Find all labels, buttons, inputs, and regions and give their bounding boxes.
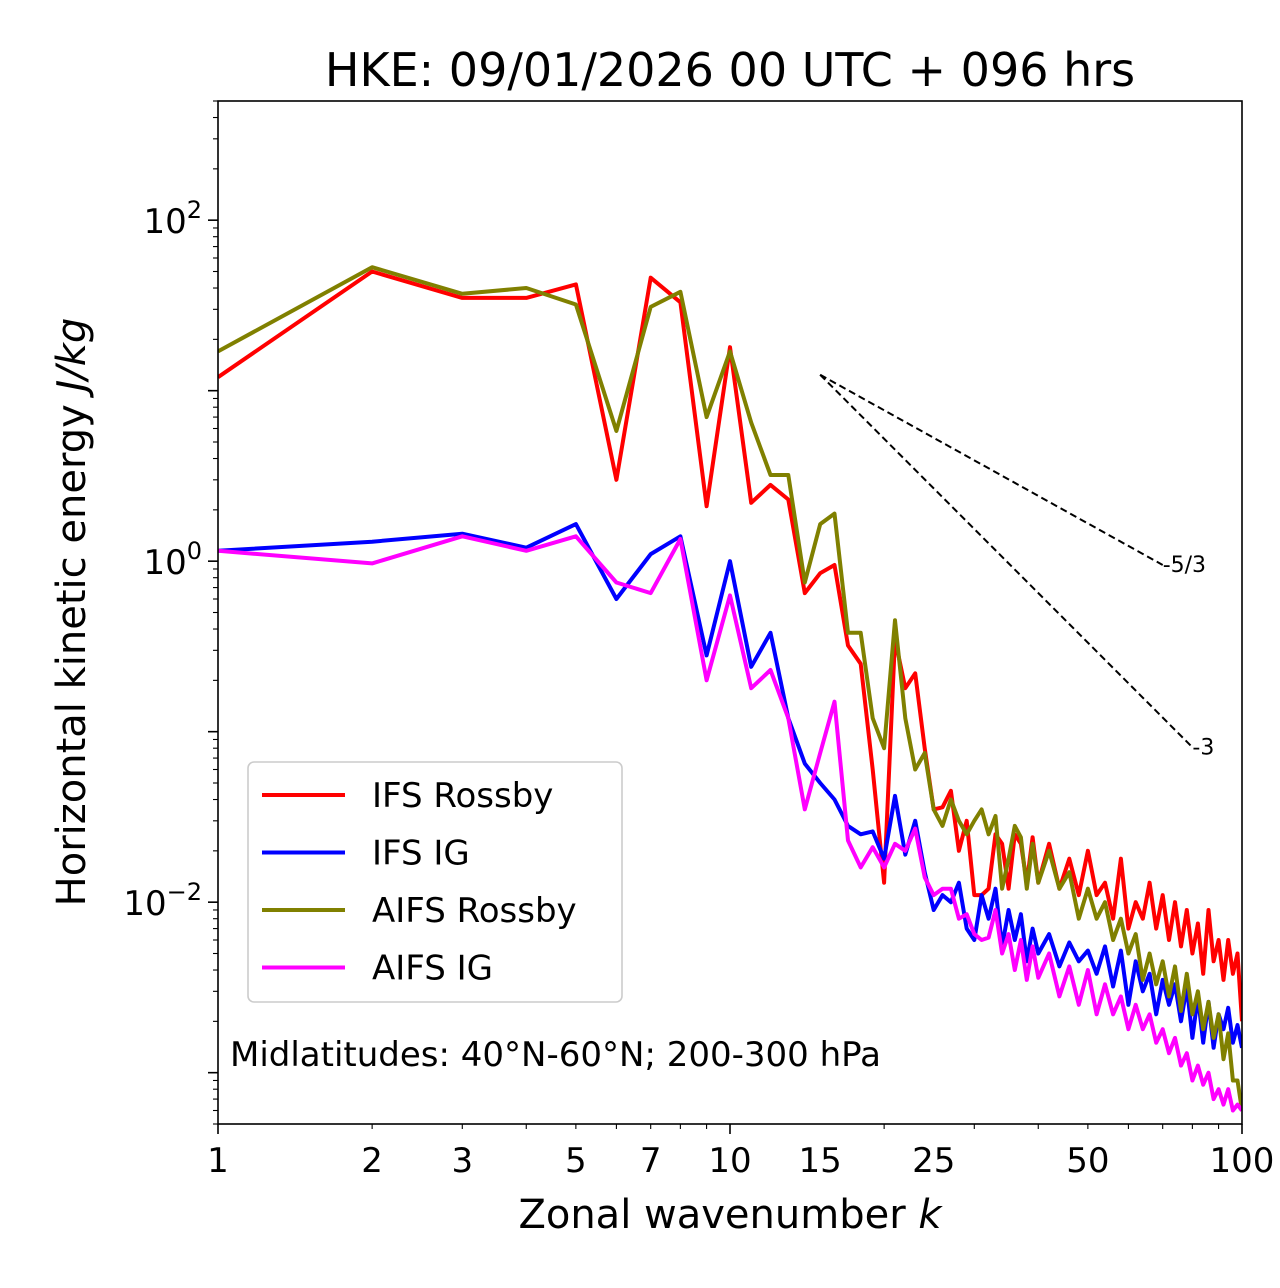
- reference-line: [819, 374, 1194, 748]
- x-tick-label: 2: [361, 1141, 383, 1181]
- series-line-ifs-rossby: [218, 269, 1242, 1022]
- x-tick-label: 10: [708, 1141, 751, 1181]
- y-tick-labels: 102 100 10−2: [123, 196, 202, 924]
- legend-label: AIFS IG: [372, 949, 493, 989]
- x-tick-label: 7: [640, 1141, 662, 1181]
- data-series: [218, 265, 1242, 1113]
- y-axis-label: Horizontal kinetic energy J/kg: [49, 318, 95, 907]
- legend-box: [247, 761, 623, 1003]
- x-axis-label-text: Zonal wavenumber: [518, 1192, 918, 1238]
- y-tick-label: 102: [143, 196, 202, 242]
- x-tick-label: 3: [451, 1141, 473, 1181]
- legend-label: IFS IG: [372, 834, 470, 874]
- plot-frame: [217, 100, 1243, 1125]
- region-annotation: Midlatitudes: 40°N-60°N; 200-300 hPa: [230, 1035, 881, 1075]
- reference-line: [819, 373, 1164, 566]
- y-axis-label-unit: J/kg: [49, 318, 95, 399]
- series-line-aifs-rossby: [218, 265, 1242, 1111]
- reference-slope-lines: -5/3 -3: [819, 373, 1214, 760]
- y-tick-label: 10−2: [123, 878, 202, 924]
- x-tick-label: 100: [1210, 1141, 1275, 1181]
- legend-label: IFS Rossby: [372, 776, 553, 816]
- reference-line-label: -5/3: [1163, 553, 1206, 578]
- x-tick-label: 25: [912, 1141, 955, 1181]
- legend: IFS Rossby IFS IG AIFS Rossby AIFS IG: [247, 761, 623, 1003]
- x-tick-labels: 1 2 3 5 7 10 15 25 50 100: [207, 1141, 1274, 1181]
- reference-line-label: -3: [1192, 735, 1214, 760]
- x-tick-label: 15: [799, 1141, 842, 1181]
- x-tick-label: 50: [1066, 1141, 1109, 1181]
- chart-title: HKE: 09/01/2026 00 UTC + 096 hrs: [325, 43, 1135, 97]
- x-axis-label: Zonal wavenumber k: [518, 1192, 943, 1238]
- y-tick-label: 100: [143, 537, 202, 583]
- x-axis-label-variable: k: [918, 1192, 943, 1238]
- x-tick-label: 1: [207, 1141, 229, 1181]
- x-tick-label: 5: [565, 1141, 587, 1181]
- y-axis-label-text: Horizontal kinetic energy: [49, 392, 95, 907]
- legend-label: AIFS Rossby: [372, 891, 577, 931]
- axis-ticks: [208, 100, 1243, 1134]
- series-line-aifs-ig: [218, 534, 1242, 1113]
